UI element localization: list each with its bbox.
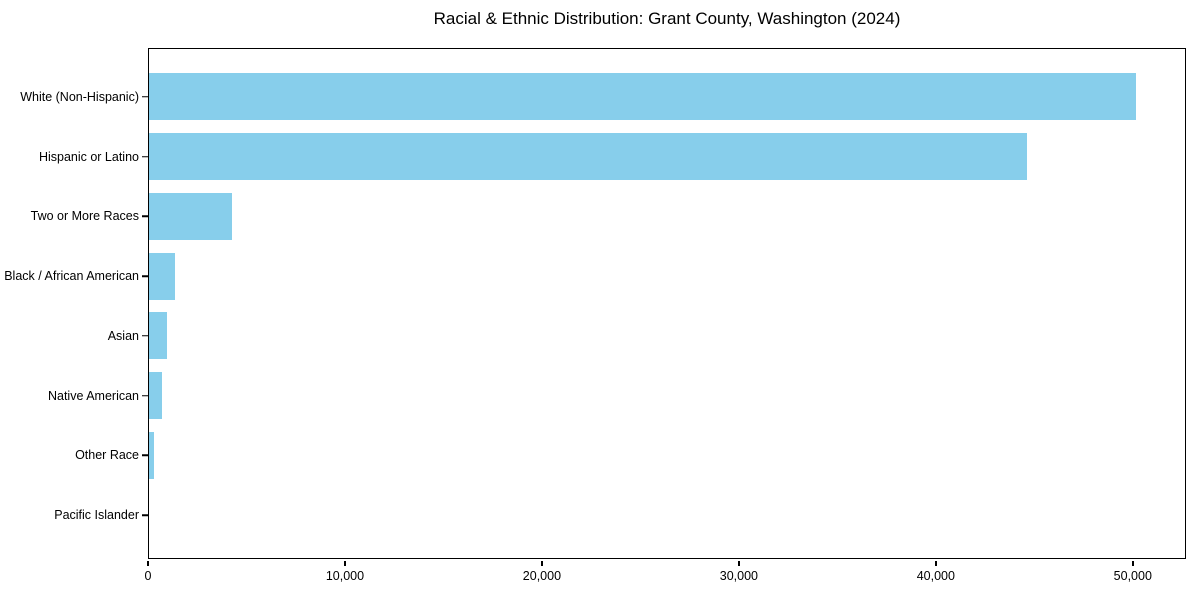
x-axis-tick <box>1132 561 1134 566</box>
y-axis-tick <box>142 215 148 218</box>
y-axis-tick <box>142 514 148 516</box>
bar-row: Native American <box>48 366 1185 426</box>
bar-row: Hispanic or Latino <box>39 127 1185 187</box>
x-axis-tick-label: 40,000 <box>916 569 955 583</box>
x-axis-tick <box>344 561 346 566</box>
bar-row: Asian <box>108 306 1185 366</box>
chart-title: Racial & Ethnic Distribution: Grant Coun… <box>433 9 901 28</box>
x-axis-tick <box>147 561 149 566</box>
y-axis-label: Other Race <box>75 448 139 463</box>
y-axis-label: Asian <box>107 328 139 343</box>
bar-row: Two or More Races <box>31 187 1185 247</box>
x-axis: 0 10,000 20,000 30,000 40,000 50,000 <box>144 561 1186 593</box>
y-axis-tick <box>142 335 148 337</box>
bar-row: Other Race <box>75 426 1185 486</box>
y-axis-label: Black / African American <box>4 269 139 284</box>
bar <box>149 312 167 360</box>
x-axis-tick-label: 20,000 <box>522 569 562 583</box>
bar <box>149 192 232 240</box>
bar <box>149 372 162 420</box>
x-axis-tick <box>738 561 740 566</box>
x-axis-tick-label: 10,000 <box>325 569 365 583</box>
bar <box>149 252 175 300</box>
y-axis-tick <box>142 155 148 158</box>
x-axis-tick-label: 30,000 <box>719 569 758 583</box>
x-axis-tick <box>935 561 937 566</box>
y-axis-label: Pacific Islander <box>54 508 139 523</box>
y-axis-tick <box>142 454 148 457</box>
bar-row: White (Non-Hispanic) <box>20 67 1185 127</box>
y-axis-tick <box>142 394 148 397</box>
bar-row: Black / African American <box>4 246 1185 306</box>
x-axis-tick-label: 0 <box>144 569 152 583</box>
y-axis-tick <box>142 96 148 98</box>
bar-row: Pacific Islander <box>54 485 1185 545</box>
bar <box>149 73 1136 121</box>
bar <box>149 133 1028 181</box>
plot-area: White (Non-Hispanic) Hispanic or Latino Tw… <box>4 48 1186 559</box>
y-axis-label: White (Non-Hispanic) <box>20 89 139 104</box>
y-axis-label: Hispanic or Latino <box>38 149 139 164</box>
x-axis-tick <box>541 561 543 566</box>
y-axis-tick <box>142 275 148 277</box>
bar <box>149 431 154 479</box>
x-axis-tick-label: 50,000 <box>1113 569 1152 583</box>
y-axis-label: Native American <box>47 388 139 403</box>
y-axis-label: Two or More Races <box>30 209 139 224</box>
